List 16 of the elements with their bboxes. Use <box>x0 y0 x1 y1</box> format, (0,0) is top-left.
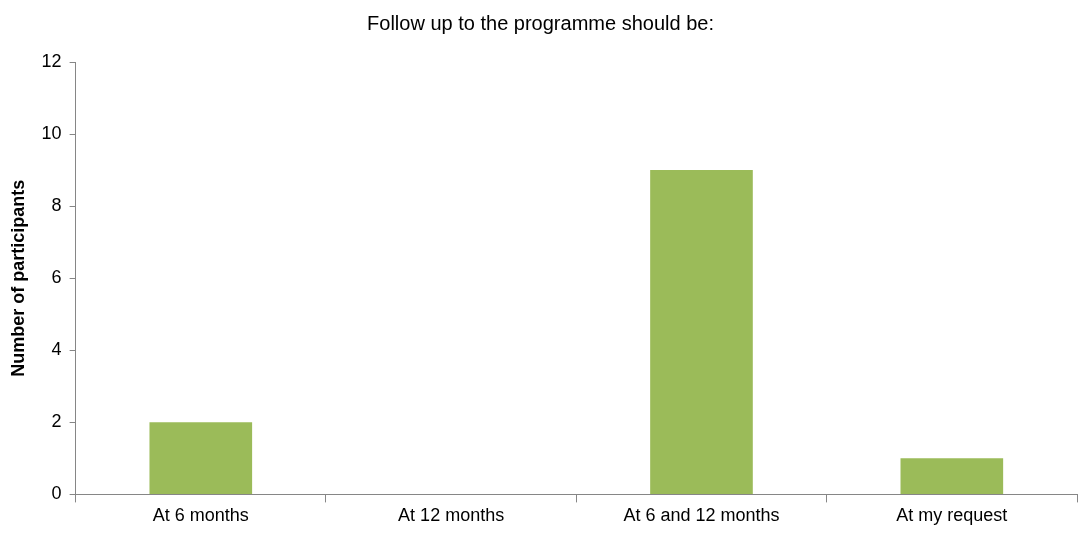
chart-title: Follow up to the programme should be: <box>367 11 714 34</box>
y-tick-label: 0 <box>51 483 62 504</box>
y-tick-label: 12 <box>41 50 62 71</box>
bar <box>149 422 253 494</box>
x-tick-label: At 6 months <box>152 505 249 526</box>
y-tick-label: 6 <box>51 267 62 288</box>
y-tick-label: 8 <box>51 195 62 216</box>
bar <box>650 170 753 494</box>
y-tick-label: 2 <box>51 411 62 432</box>
x-tick-label: At 12 months <box>398 505 505 526</box>
y-tick-label: 10 <box>41 123 62 144</box>
x-tick-label: At 6 and 12 months <box>623 505 780 526</box>
bar <box>900 458 1004 494</box>
y-axis-title: Number of participants <box>7 179 28 377</box>
x-tick-label: At my request <box>896 505 1008 526</box>
y-tick-label: 4 <box>51 339 62 360</box>
